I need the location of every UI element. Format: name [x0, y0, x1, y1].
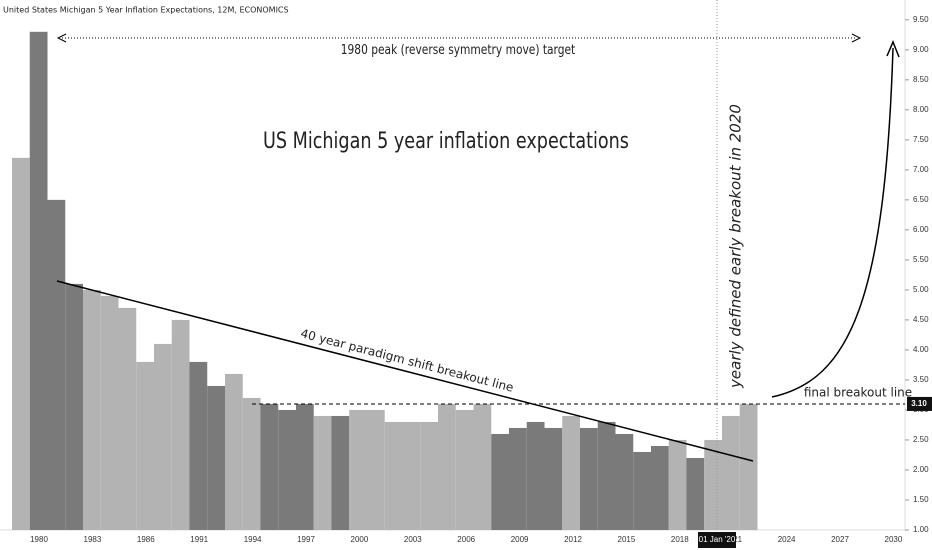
bar [331, 415, 350, 530]
bar [47, 199, 66, 530]
bar [473, 403, 492, 530]
bar [580, 427, 598, 530]
bar [402, 421, 421, 530]
bar [367, 409, 385, 530]
trend-line [56, 280, 754, 462]
bar [633, 451, 651, 530]
y-tick-label: 5.50 [913, 255, 929, 264]
bar [349, 409, 367, 530]
projection-arrow [771, 47, 894, 398]
bar [562, 415, 580, 530]
bar [686, 457, 705, 530]
y-tick-label: 7.50 [913, 135, 929, 144]
bar [278, 409, 296, 530]
x-tick-label: 2006 [457, 535, 475, 544]
x-tick-label: 1980 [30, 535, 48, 544]
bar [544, 427, 563, 530]
bar [722, 415, 740, 530]
x-tick-label: 2018 [671, 535, 689, 544]
bar [509, 427, 527, 530]
bar [313, 415, 332, 530]
bar [526, 421, 545, 530]
y-tick-label: 8.00 [913, 105, 929, 114]
bars [12, 31, 758, 531]
projection-arrowhead [886, 40, 900, 58]
x-tick-label: 2009 [511, 535, 529, 544]
price-label-box [907, 396, 932, 411]
y-tick-label: 4.50 [913, 315, 929, 324]
bar [615, 433, 634, 530]
x-tick-label: 2024 [778, 535, 796, 544]
bar [189, 361, 208, 530]
bar [242, 397, 261, 530]
bar [154, 343, 172, 530]
y-tick-label: 2.50 [913, 435, 929, 444]
y-tick-label: 2.00 [913, 465, 929, 474]
bar [12, 157, 30, 531]
bar [136, 361, 154, 530]
bar [100, 295, 119, 530]
y-tick-label: 1.50 [913, 495, 929, 504]
y-tick-label: 5.00 [913, 285, 929, 294]
y-tick-label: 8.50 [913, 75, 929, 84]
bar [420, 421, 438, 530]
bar [296, 403, 314, 530]
bar [455, 409, 474, 530]
bar [260, 403, 279, 530]
bar [65, 283, 83, 530]
bar [83, 289, 101, 530]
y-tick-label: 3.50 [913, 375, 929, 384]
x-tick-label: 2003 [404, 535, 422, 544]
heading: US Michigan 5 year inflation expectation… [263, 128, 629, 153]
bar [668, 439, 687, 530]
crosshair-label: 01 Jan '20 [699, 535, 736, 544]
x-tick-label: 2000 [351, 535, 369, 544]
bar [597, 421, 616, 530]
x-tick-label: 2027 [831, 535, 849, 544]
chart-title: United States Michigan 5 Year Inflation … [3, 6, 289, 15]
y-tick-label: 4.00 [913, 345, 929, 354]
bar [118, 307, 137, 530]
bar [651, 445, 669, 530]
y-tick-label: 9.50 [913, 15, 929, 24]
x-tick-label: 1983 [84, 535, 102, 544]
y-tick-label: 9.00 [913, 45, 929, 54]
bar [491, 433, 509, 530]
x-tick-label: 2012 [564, 535, 582, 544]
x-tick-label: 2015 [618, 535, 636, 544]
x-tick-label: 1997 [297, 535, 315, 544]
x-tick-label: 1991 [190, 535, 208, 544]
y-tick-label: 6.50 [913, 195, 929, 204]
bar [739, 403, 758, 530]
final-label: final breakout line [804, 386, 912, 400]
x-tick-label: 2030 [885, 535, 903, 544]
y-tick-label: 6.00 [913, 225, 929, 234]
price-label: 3.10 [911, 399, 927, 408]
x-tick-label: 1986 [137, 535, 155, 544]
breakout-label: yearly defined early breakout in 2020 [727, 104, 745, 389]
x-tick-label: 1994 [244, 535, 262, 544]
bar [438, 403, 456, 530]
bar [704, 439, 722, 530]
target-label: 1980 peak (reverse symmetry move) target [341, 42, 576, 57]
bar [225, 373, 243, 530]
y-tick-label: 7.00 [913, 165, 929, 174]
bar [171, 319, 190, 530]
bar [384, 421, 403, 530]
crosshair-label-box [698, 532, 736, 548]
bar [207, 385, 225, 530]
bar [29, 31, 48, 530]
y-tick-label: 1.00 [913, 525, 929, 534]
target-arrowheads [56, 33, 862, 43]
